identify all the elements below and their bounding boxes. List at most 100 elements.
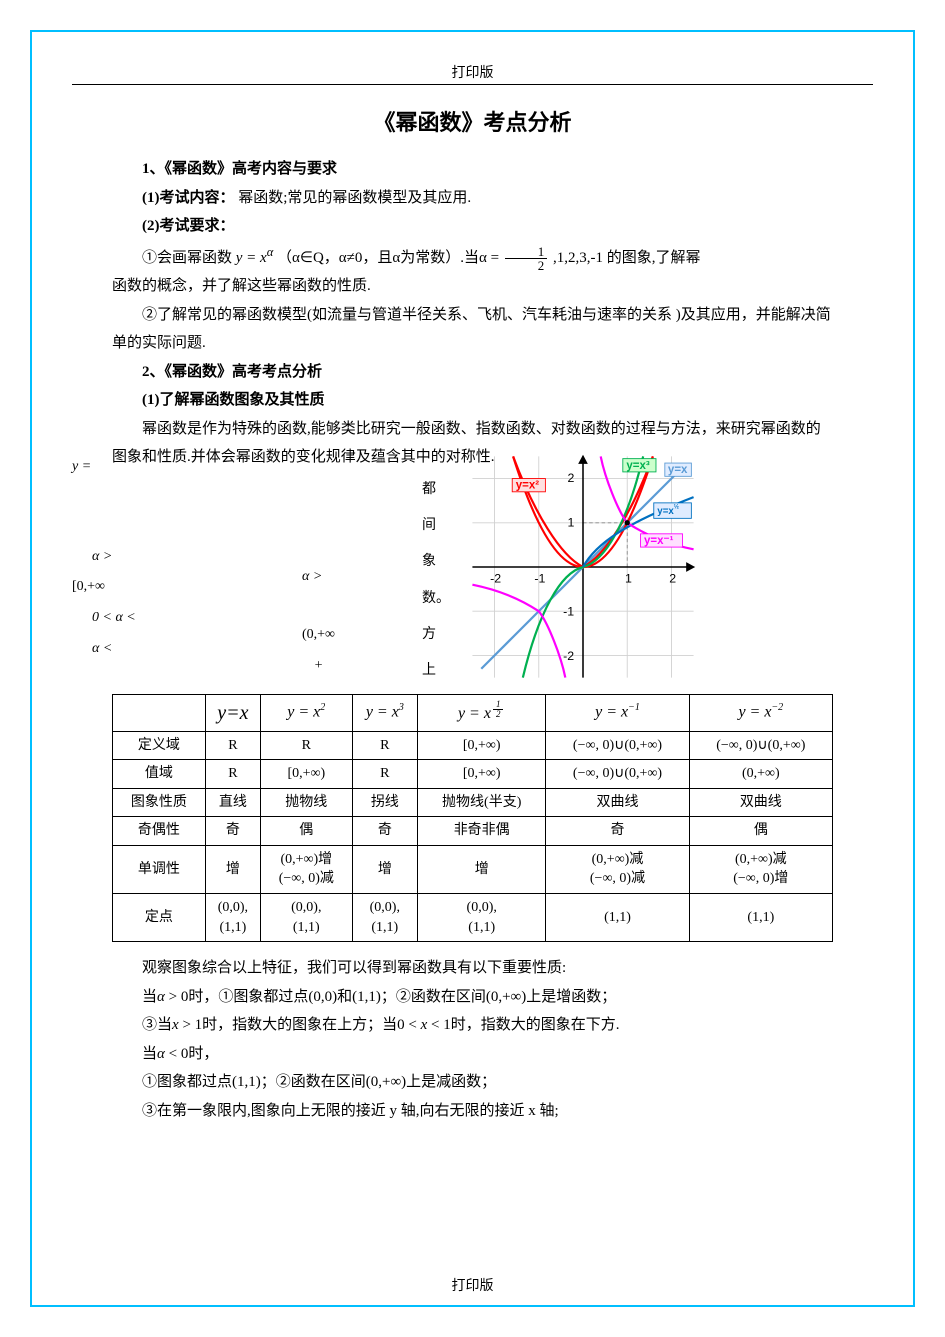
table-cell: R [205,731,260,760]
scatter-col1: α > [0,+∞ 0 < α < α < [92,542,136,665]
svg-text:-2: -2 [563,648,574,662]
row-label: 定点 [113,894,206,942]
conclusion-p1: 当α > 0时，①图象都过点(0,0)和(1,1)；②函数在区间(0,+∞)上是… [112,983,833,1012]
document-page: 打印版 《幂函数》考点分析 1、《幂函数》高考内容与要求 (1)考试内容： 幂函… [30,30,915,1307]
table-cell: [0,+∞) [418,731,546,760]
req1-formula: y = xα [236,250,277,266]
requirement-1: ①会画幂函数 y = xα （α∈Q，α≠0，且α为常数）.当α = 12 ,1… [112,241,833,273]
table-row: 单调性增(0,+∞)增(−∞, 0)减增增(0,+∞)减(−∞, 0)减(0,+… [113,845,833,893]
table-cell: (−∞, 0)∪(0,+∞) [689,731,832,760]
table-cell: (0,0),(1,1) [205,894,260,942]
scatter-alpha-gt2: α > [302,569,322,584]
page-header: 打印版 [72,62,873,85]
section2-sub1: (1)了解幂函数图象及其性质 [112,386,833,415]
row-label: 奇偶性 [113,817,206,846]
req1-a: ①会画幂函数 [142,250,232,266]
th-yxm1: y = x−1 [546,694,689,731]
table-cell: (−∞, 0)∪(0,+∞) [546,760,689,789]
scatter-plus: + [315,658,323,673]
table-cell: [0,+∞) [418,760,546,789]
fraction-half: 12 [505,245,548,272]
scatter-alpha-range: 0 < α < [92,610,136,625]
svg-text:1: 1 [625,571,632,585]
table-cell: (0,+∞)减(−∞, 0)减 [546,845,689,893]
sub1-text: 幂函数;常见的幂函数模型及其应用. [238,190,471,206]
vlabel-2: 象 [422,544,450,580]
table-header-row: y=x y = x2 y = x3 y = x12 y = x−1 y = x−… [113,694,833,731]
table-row: 值域R[0,+∞)R[0,+∞)(−∞, 0)∪(0,+∞)(0,+∞) [113,760,833,789]
req1-c: ,1,2,3,-1 的图象,了解幂 [553,250,701,266]
th-yx: y=x [205,694,260,731]
table-row: 奇偶性奇偶奇非奇非偶奇偶 [113,817,833,846]
svg-text:y=x⁻¹: y=x⁻¹ [644,535,674,547]
vlabel-4: 方 [422,617,450,653]
row-label: 定义域 [113,731,206,760]
table-cell: 双曲线 [546,788,689,817]
svg-text:-2: -2 [490,571,501,585]
th-blank [113,694,206,731]
table-cell: 双曲线 [689,788,832,817]
svg-text:1: 1 [568,515,575,529]
table-cell: R [260,731,352,760]
vlabel-5: 上 [422,653,450,689]
conclusion-p3: 当α < 0时， [112,1040,833,1069]
table-cell: 奇 [546,817,689,846]
properties-table: y=x y = x2 y = x3 y = x12 y = x−1 y = x−… [112,694,833,943]
scatter-alpha-gt: α > [92,549,112,564]
vlabel-3: 数。 [422,581,450,617]
sub2-label: (2)考试要求： [112,212,833,241]
vlabel-0: 都 [422,472,450,508]
svg-text:y=x: y=x [668,464,688,476]
table-cell: 拐线 [352,788,417,817]
table-cell: 奇 [205,817,260,846]
table-cell: (0,0),(1,1) [260,894,352,942]
table-cell: (0,+∞) [689,760,832,789]
table-cell: R [352,760,417,789]
row-label: 图象性质 [113,788,206,817]
th-yx3: y = x3 [352,694,417,731]
row-label: 值域 [113,760,206,789]
scatter-y: y = [72,459,91,474]
chart-region: y = α > [0,+∞ 0 < α < α < α > (0,+∞ + 都 … [112,482,833,682]
scatter-alpha-lt: α < [92,641,112,656]
table-cell: (−∞, 0)∪(0,+∞) [546,731,689,760]
svg-text:y=x³: y=x³ [626,459,650,471]
table-cell: 增 [205,845,260,893]
scatter-interval1: [0,+∞ [72,579,105,594]
table-cell: 抛物线 [260,788,352,817]
conclusion-p4: ①图象都过点(1,1)；②函数在区间(0,+∞)上是减函数； [112,1068,833,1097]
table-row: 定点(0,0),(1,1)(0,0),(1,1)(0,0),(1,1)(0,0)… [113,894,833,942]
section2-heading: 2、《幂函数》高考考点分析 [112,358,833,387]
table-cell: [0,+∞) [260,760,352,789]
page-footer: 打印版 [32,1275,913,1295]
table-cell: 增 [352,845,417,893]
document-title: 《幂函数》考点分析 [72,105,873,137]
table-cell: 直线 [205,788,260,817]
table-cell: (1,1) [546,894,689,942]
table-row: 图象性质直线抛物线拐线抛物线(半支)双曲线双曲线 [113,788,833,817]
scatter-left: y = [72,452,91,483]
table-cell: (0,+∞)增(−∞, 0)减 [260,845,352,893]
table-cell: 偶 [260,817,352,846]
power-function-chart: -2-1 12 12 -1-2 y=x³ y=x y=x² y [453,452,713,682]
req1-continuation: 函数的概念，并了解这些幂函数的性质. [112,272,833,301]
th-yxhalf: y = x12 [418,694,546,731]
table-cell: (1,1) [689,894,832,942]
svg-text:2: 2 [669,571,676,585]
scatter-interval2: (0,+∞ [302,627,335,642]
requirement-2: ②了解常见的幂函数模型(如流量与管道半径关系、飞机、汽车耗油与速率的关系 )及其… [112,301,833,358]
table-cell: 非奇非偶 [418,817,546,846]
table-cell: (0,0),(1,1) [352,894,417,942]
conclusion-p5: ③在第一象限内,图象向上无限的接近 y 轴,向右无限的接近 x 轴; [112,1097,833,1126]
exam-content-line: (1)考试内容： 幂函数;常见的幂函数模型及其应用. [112,184,833,213]
req1-b: （α∈Q，α≠0，且α为常数）.当α = [277,250,499,266]
table-cell: 增 [418,845,546,893]
table-cell: 抛物线(半支) [418,788,546,817]
table-cell: 奇 [352,817,417,846]
table-cell: R [205,760,260,789]
svg-text:-1: -1 [534,571,545,585]
vlabel-1: 间 [422,508,450,544]
scatter-col2: α > (0,+∞ + [302,562,335,682]
section1-heading: 1、《幂函数》高考内容与要求 [112,155,833,184]
conclusion-p2: ③当x > 1时，指数大的图象在上方；当0 < x < 1时，指数大的图象在下方… [112,1011,833,1040]
